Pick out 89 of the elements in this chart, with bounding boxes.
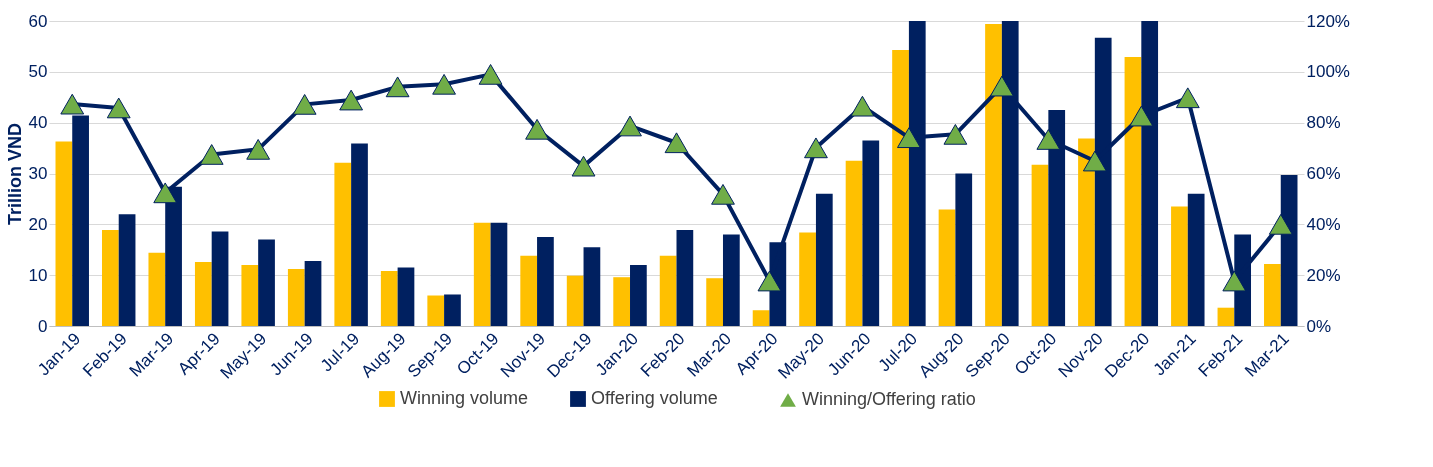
bar xyxy=(676,229,694,326)
bar xyxy=(287,269,305,326)
bar xyxy=(473,222,491,326)
bar xyxy=(815,193,833,326)
y2-tick-label: 100% xyxy=(1306,62,1350,82)
bar xyxy=(630,265,647,326)
bar xyxy=(118,214,136,326)
y2-tick-label: 120% xyxy=(1306,11,1350,31)
point xyxy=(478,64,503,85)
y2-tick-label: 80% xyxy=(1306,113,1341,133)
legend-label: Offering volume xyxy=(591,388,718,408)
point xyxy=(1129,105,1154,127)
bar xyxy=(1264,263,1281,326)
point xyxy=(897,127,921,149)
bar xyxy=(799,232,816,326)
point xyxy=(943,123,968,145)
bar xyxy=(1171,206,1188,326)
bar xyxy=(613,277,631,326)
y-tick-label: 30 xyxy=(28,164,48,183)
point xyxy=(571,155,596,177)
bar xyxy=(706,278,723,326)
point xyxy=(432,73,456,95)
bar xyxy=(566,275,584,326)
y2-tick-label: 20% xyxy=(1306,265,1341,285)
bar xyxy=(520,255,538,326)
point xyxy=(757,270,782,292)
point xyxy=(664,132,689,154)
point xyxy=(989,75,1014,97)
y-tick-label: 0 xyxy=(38,316,48,336)
bar xyxy=(892,49,909,326)
bar xyxy=(955,173,973,326)
bar xyxy=(1187,193,1205,326)
bar xyxy=(258,239,275,326)
y2-tick-label: 0% xyxy=(1306,316,1332,336)
point xyxy=(711,183,735,205)
bar xyxy=(722,234,740,326)
point xyxy=(1082,150,1107,172)
y2-tick-label: 60% xyxy=(1306,164,1341,183)
y-tick-label: 20 xyxy=(28,214,48,234)
point xyxy=(804,137,828,159)
bar xyxy=(241,265,259,326)
legend-label: Winning/Offering ratio xyxy=(802,389,976,409)
bar xyxy=(583,247,601,326)
point xyxy=(106,97,131,119)
bar xyxy=(938,209,956,326)
bar xyxy=(211,231,229,326)
bar xyxy=(304,260,322,326)
y-tick-label: 40 xyxy=(28,113,48,133)
y-tick-label: 10 xyxy=(28,265,48,285)
point xyxy=(292,93,317,115)
bar xyxy=(490,222,508,326)
point xyxy=(525,118,549,140)
legend-label: Winning volume xyxy=(400,388,529,408)
bar xyxy=(537,237,554,326)
point xyxy=(385,76,410,98)
point xyxy=(1222,270,1247,292)
bar xyxy=(101,229,119,326)
bar xyxy=(194,261,212,326)
point xyxy=(246,138,271,160)
bar xyxy=(1031,164,1049,326)
point xyxy=(618,115,642,137)
bar xyxy=(351,143,368,326)
point xyxy=(1036,129,1061,150)
bar xyxy=(845,160,863,326)
point xyxy=(199,144,224,165)
bar xyxy=(1124,57,1142,326)
y-axis-title: Trillion VND xyxy=(4,122,25,226)
bar xyxy=(444,294,461,326)
bar xyxy=(1078,138,1095,326)
point xyxy=(60,93,85,115)
bar xyxy=(862,140,880,326)
point xyxy=(339,89,364,111)
bar xyxy=(427,295,445,326)
bar xyxy=(1217,307,1235,326)
bar xyxy=(752,310,770,326)
bar xyxy=(397,267,415,326)
point xyxy=(1175,87,1200,109)
y-tick-label: 50 xyxy=(28,62,48,82)
bar xyxy=(55,141,73,326)
y-tick-label: 60 xyxy=(28,11,48,31)
bar xyxy=(985,24,1002,326)
bar xyxy=(148,252,166,326)
point xyxy=(850,95,875,117)
point xyxy=(153,182,178,204)
bar xyxy=(659,255,677,326)
bar xyxy=(380,271,398,326)
bar xyxy=(334,162,352,326)
point xyxy=(1268,213,1293,235)
y2-tick-label: 40% xyxy=(1306,214,1341,234)
